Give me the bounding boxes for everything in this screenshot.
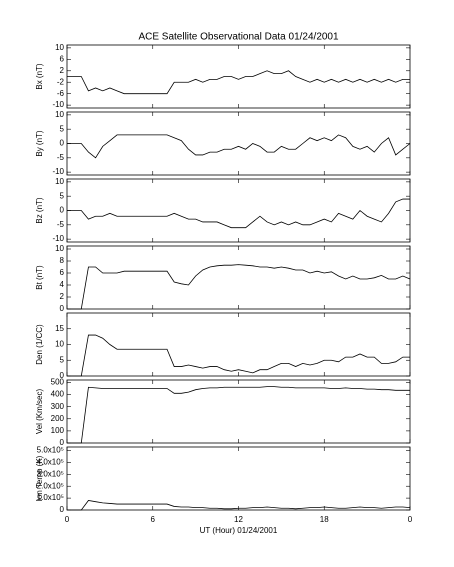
y-tick-label: 2 [60, 292, 65, 301]
y-tick-label: 0 [60, 304, 65, 313]
y-axis-label: Vel (Km/sec) [35, 388, 44, 434]
y-tick-label: 10 [55, 244, 64, 253]
panel-frame [66, 312, 411, 377]
data-line [67, 500, 411, 511]
y-tick-label: -10 [52, 234, 64, 243]
y-tick-label: 0 [60, 139, 65, 148]
panel-frame [66, 111, 411, 176]
y-tick-label: 5 [60, 355, 65, 364]
data-line [67, 134, 411, 159]
y-tick-label: 4.0x10⁵ [37, 458, 64, 467]
x-tick-label: 18 [320, 515, 329, 524]
y-tick-label: 200 [51, 414, 65, 423]
panel-frame [66, 44, 411, 109]
y-tick-label: -5 [57, 220, 65, 229]
y-tick-label: 0 [60, 438, 65, 447]
y-tick-label: 8 [60, 256, 65, 265]
panel-frame [66, 245, 411, 310]
x-tick-label: 6 [151, 515, 156, 524]
panel-frame [66, 178, 411, 243]
y-tick-label: -10 [52, 100, 64, 109]
y-tick-label: 300 [51, 402, 65, 411]
y-axis-label: Bz (nT) [35, 197, 44, 224]
y-tick-label: 10 [55, 340, 64, 349]
data-line [67, 386, 410, 444]
y-tick-label: 5 [60, 124, 65, 133]
data-line [67, 264, 411, 310]
y-tick-label: 2.0x10⁵ [37, 481, 64, 490]
y-tick-label: 10 [55, 110, 64, 119]
y-tick-label: -6 [57, 89, 65, 98]
y-tick-label: 0 [60, 371, 65, 380]
y-axis-label: By (nT) [35, 130, 44, 157]
y-tick-label: 2 [60, 66, 65, 75]
y-tick-label: 3.0x10⁵ [37, 469, 64, 478]
chart-title: ACE Satellite Observational Data 01/24/2… [138, 32, 339, 43]
x-tick-label: 0 [65, 515, 70, 524]
panel-frame [66, 446, 411, 511]
y-axis-label: Bt (nT) [35, 265, 44, 290]
data-line [67, 198, 410, 229]
panel-frame [66, 379, 411, 444]
y-tick-label: -5 [57, 153, 65, 162]
y-tick-label: 5 [60, 191, 65, 200]
y-tick-label: 500 [51, 378, 65, 387]
y-tick-label: 400 [51, 390, 65, 399]
y-axis-label: Bx (nT) [35, 63, 44, 90]
y-tick-label: 10 [55, 43, 64, 52]
y-tick-label: 6 [60, 268, 65, 277]
data-line [67, 334, 410, 377]
data-line [67, 70, 410, 95]
y-tick-label: 1.0x10⁵ [37, 493, 64, 502]
y-tick-label: 6 [60, 54, 65, 63]
x-tick-label: 0 [408, 515, 413, 524]
y-tick-label: 100 [51, 426, 65, 435]
x-axis-label: UT (Hour) 01/24/2001 [200, 526, 278, 535]
y-tick-label: -2 [57, 77, 65, 86]
y-axis-label: Ion Temp (K) [35, 455, 44, 501]
y-tick-label: 4 [60, 280, 65, 289]
y-tick-label: 15 [55, 324, 64, 333]
y-axis-label: Den (1/CC) [35, 324, 44, 365]
y-tick-label: 10 [55, 177, 64, 186]
y-tick-label: 0 [60, 206, 65, 215]
y-tick-label: 0 [60, 505, 65, 514]
y-tick-label: -10 [52, 167, 64, 176]
y-tick-label: 5.0x10⁵ [37, 446, 64, 455]
x-tick-label: 12 [234, 515, 243, 524]
